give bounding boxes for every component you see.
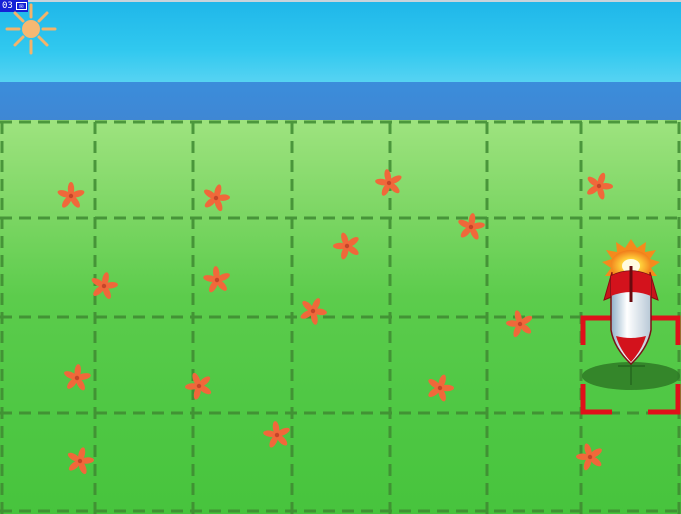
flower [180,367,218,404]
sky [0,0,681,82]
flower [201,264,233,295]
flower [502,306,538,341]
flower [372,166,406,199]
mail-icon: ✉ [15,2,27,10]
flower [294,292,332,330]
sun-icon [5,3,57,55]
flower [572,439,608,474]
hud-badge: 03 ✉ [0,0,28,12]
flower [198,180,234,215]
grass-field [0,120,681,514]
sea [0,82,681,120]
flower [56,182,86,210]
top-border [0,0,681,2]
flower [329,228,365,263]
flower [61,362,93,393]
landing-marker [618,362,645,385]
flower [260,419,294,451]
player-rocket[interactable] [582,239,680,390]
flower [62,443,98,478]
flower [581,167,618,204]
flower [422,370,458,405]
flower [87,269,121,302]
cell-selection-cursor[interactable] [580,315,681,415]
hud-counter: 03 [2,1,13,11]
flame-icon [602,239,660,278]
flower [454,211,488,243]
flowers [56,166,618,478]
